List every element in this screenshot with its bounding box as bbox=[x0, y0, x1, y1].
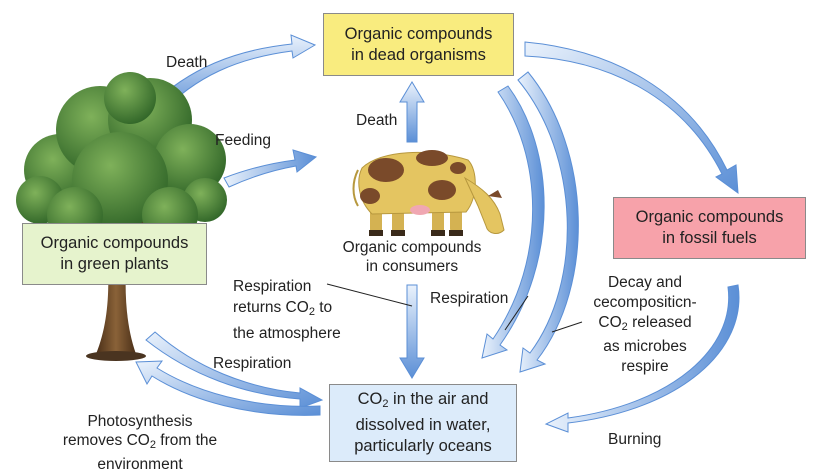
leader-decay bbox=[551, 321, 583, 333]
leader-respiration-returns bbox=[326, 283, 413, 307]
label-respiration-plants: Respiration bbox=[213, 355, 292, 372]
label-respiration-returns-line3: the atmosphere bbox=[233, 325, 341, 342]
label-decay-line4: as microbes bbox=[603, 338, 687, 355]
arrow-decay-outer bbox=[517, 71, 579, 373]
cow-illustration bbox=[352, 150, 505, 236]
arrow-photosynthesis bbox=[135, 360, 321, 416]
box-dead-organisms: Organic compounds in dead organisms bbox=[323, 13, 514, 76]
box-plants-line2: in green plants bbox=[60, 255, 169, 273]
label-respiration-returns-line2: returns CO2 to bbox=[233, 299, 333, 318]
label-respiration-consumers: Respiration bbox=[430, 290, 509, 307]
label-decay-line2: cecompositicn- bbox=[593, 294, 697, 311]
box-air-line3: particularly oceans bbox=[354, 437, 492, 455]
tree-illustration bbox=[16, 72, 227, 361]
box-dead-line1: Organic compounds bbox=[344, 24, 493, 43]
label-photosynthesis-line2: removes CO2 from the bbox=[62, 432, 218, 451]
label-decay: Decay and cecompositicn- CO2 released as… bbox=[574, 273, 716, 377]
label-consumers: Organic compounds in consumers bbox=[326, 238, 498, 276]
label-death-consumers: Death bbox=[356, 112, 398, 129]
box-plants-line1: Organic compounds bbox=[40, 234, 189, 252]
label-photosynthesis-line3: environment bbox=[97, 456, 183, 473]
label-respiration-returns: Respiration returns CO2 to the atmospher… bbox=[233, 276, 341, 344]
label-decay-line3: CO2 released bbox=[598, 314, 692, 333]
box-fossil-line2: in fossil fuels bbox=[662, 229, 757, 247]
arrow-decay-inner bbox=[481, 85, 545, 359]
box-air-line2: dissolved in water, bbox=[355, 416, 491, 434]
label-photosynthesis-line1: Photosynthesis bbox=[87, 413, 193, 430]
label-decay-line1: Decay and bbox=[607, 274, 683, 291]
box-co2-air-water: CO2 in the air and dissolved in water, p… bbox=[329, 384, 517, 462]
arrow-respiration-consumers bbox=[399, 284, 425, 379]
arrow-to-fossil bbox=[524, 41, 739, 195]
arrow-feeding bbox=[223, 149, 318, 188]
label-consumers-line1: Organic compounds bbox=[342, 239, 482, 256]
box-fossil-line1: Organic compounds bbox=[635, 208, 784, 226]
label-consumers-line2: in consumers bbox=[365, 258, 459, 275]
box-dead-line2: in dead organisms bbox=[351, 45, 486, 64]
label-decay-line5: respire bbox=[621, 358, 669, 375]
leader-respiration-cow bbox=[504, 295, 529, 331]
arrow-burning bbox=[544, 284, 740, 433]
box-fossil-fuels: Organic compounds in fossil fuels bbox=[613, 197, 806, 259]
label-respiration-returns-line1: Respiration bbox=[233, 278, 312, 295]
label-feeding: Feeding bbox=[215, 132, 272, 149]
box-air-line1: CO2 in the air and bbox=[357, 390, 489, 410]
label-photosynthesis: Photosynthesis removes CO2 from the envi… bbox=[18, 412, 262, 474]
arrow-respiration-plants bbox=[145, 331, 324, 409]
arrow-death-consumers bbox=[399, 81, 425, 143]
label-burning: Burning bbox=[608, 431, 662, 448]
label-death-plants: Death bbox=[166, 54, 208, 71]
box-green-plants: Organic compounds in green plants bbox=[22, 223, 207, 285]
